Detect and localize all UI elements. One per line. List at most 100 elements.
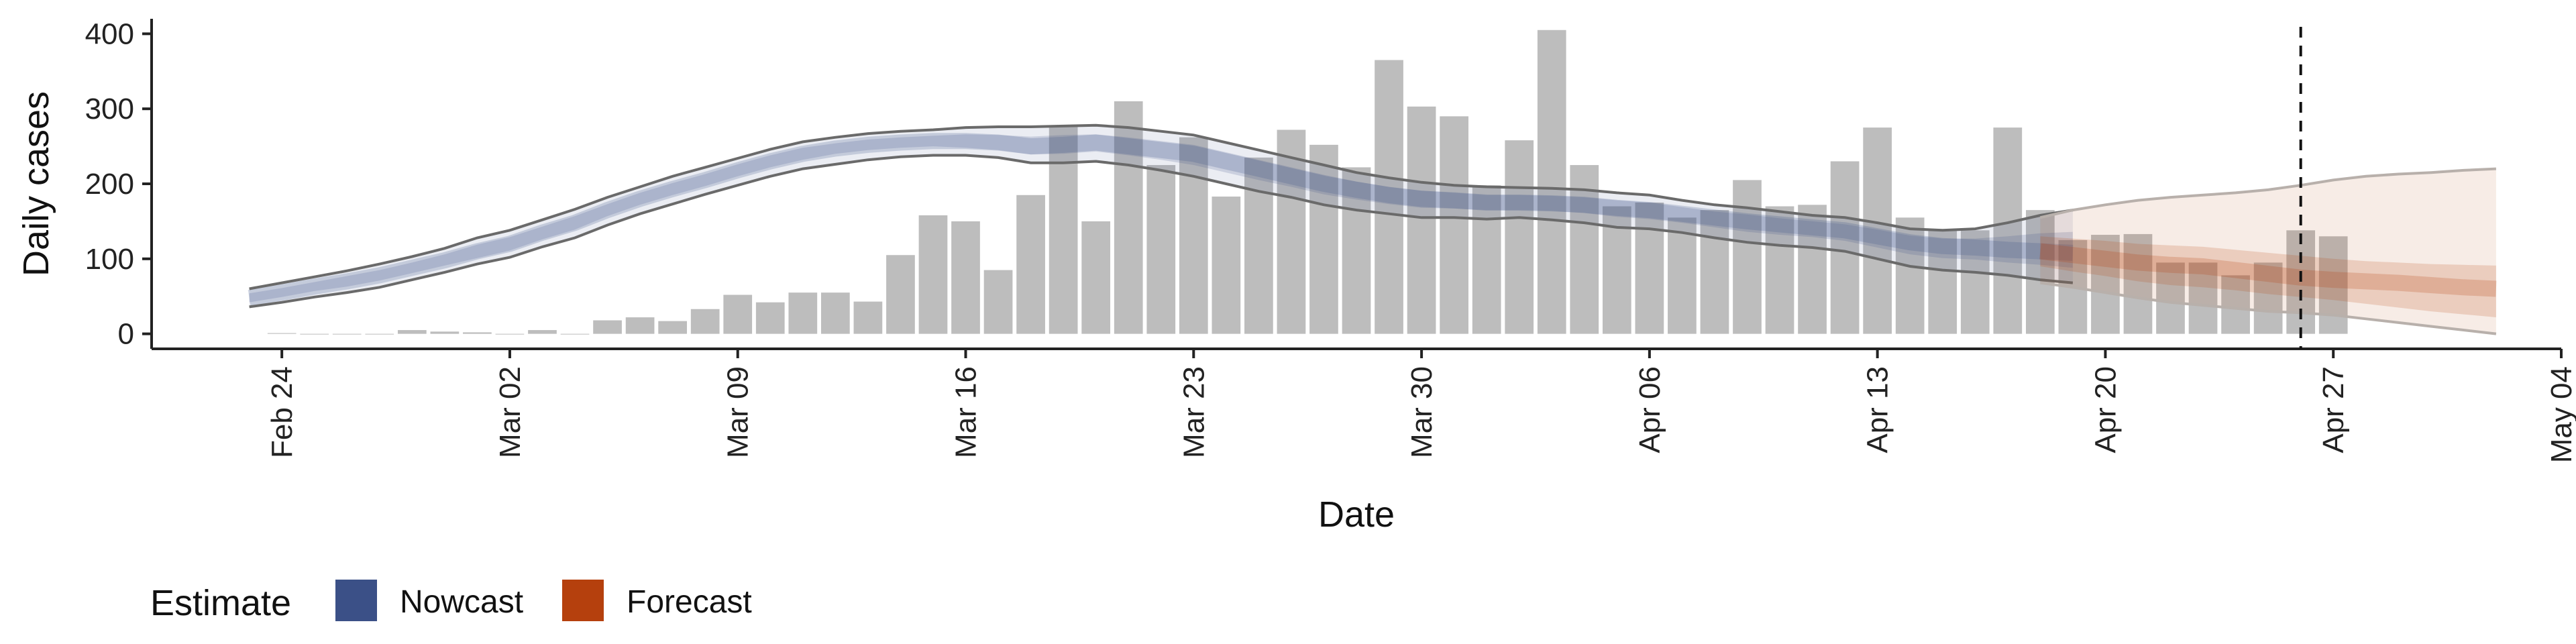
bar: [1928, 230, 1957, 334]
nowcast-lower-bound: [249, 154, 2074, 309]
bar: [560, 333, 590, 335]
x-tick-label: Apr 13: [1862, 366, 1894, 453]
bar: [1960, 230, 1990, 334]
bar: [2091, 235, 2120, 334]
legend-swatch-forecast: [562, 580, 604, 621]
y-tick-label: 400: [85, 17, 134, 50]
bar: [2253, 262, 2283, 334]
bar: [1114, 101, 1143, 334]
forecast-median-line: [2039, 243, 2497, 297]
y-tick-label: 0: [118, 318, 134, 351]
bar: [1016, 195, 1045, 334]
bar: [625, 317, 655, 334]
nowcast-upper-bound: [249, 123, 2074, 290]
bar: [2188, 262, 2218, 334]
bar: [397, 330, 427, 334]
bar: [1179, 137, 1208, 334]
bar: [2156, 262, 2185, 334]
bar: [2318, 236, 2348, 334]
bar: [723, 294, 753, 334]
bar: [853, 301, 883, 334]
legend-label-nowcast: Nowcast: [400, 584, 523, 620]
forecast-upper-bound: [2039, 167, 2496, 219]
bar: [1798, 205, 1827, 334]
bar: [495, 333, 525, 335]
bar: [1635, 202, 1664, 334]
bar: [690, 309, 720, 334]
x-tick-label: Mar 16: [950, 366, 983, 458]
bar: [1700, 210, 1729, 334]
bar: [983, 270, 1013, 334]
bar: [1863, 127, 1892, 334]
bar: [1049, 125, 1078, 334]
x-tick-label: Mar 30: [1405, 366, 1438, 458]
bar: [267, 333, 297, 334]
bar: [528, 330, 557, 334]
y-tick-label: 200: [85, 168, 134, 201]
y-tick-label: 100: [85, 243, 134, 276]
bar: [886, 255, 915, 334]
bar: [1537, 30, 1566, 334]
bar: [300, 333, 329, 335]
bar: [332, 333, 362, 335]
bar: [430, 331, 460, 334]
bar: [658, 321, 688, 334]
x-tick-label: Apr 20: [2089, 366, 2122, 453]
legend-swatch-nowcast: [335, 580, 377, 621]
bar: [463, 332, 492, 334]
bar: [593, 320, 622, 334]
bar: [2221, 275, 2250, 334]
y-axis-title: Daily cases: [16, 91, 56, 276]
bar: [1277, 129, 1306, 334]
bar: [1765, 206, 1794, 334]
nowcast-outer-band: [249, 125, 2073, 307]
legend-label-forecast: Forecast: [627, 584, 752, 620]
bar: [1407, 106, 1436, 334]
x-axis-title: Date: [1318, 494, 1395, 535]
bar: [2025, 210, 2055, 334]
bar: [1472, 185, 1501, 334]
bar: [1309, 144, 1338, 334]
ribbons-layer: [248, 123, 2497, 335]
bar: [1993, 127, 2023, 334]
y-ticks: 0 100 200 300 400: [85, 17, 152, 351]
x-tick-label: Mar 02: [494, 366, 527, 458]
y-tick-label: 300: [85, 93, 134, 125]
nowcast-inner-band: [249, 134, 2073, 303]
bar: [1375, 60, 1403, 334]
legend-title: Estimate: [150, 583, 291, 623]
bar: [1081, 221, 1111, 334]
bar: [2123, 233, 2153, 334]
bar: [1668, 217, 1697, 334]
bar: [788, 292, 818, 334]
legend: Estimate Nowcast Forecast: [150, 580, 752, 623]
x-tick-label: Mar 23: [1177, 366, 1210, 458]
bar: [1505, 140, 1534, 334]
x-ticks: Feb 24 Mar 02 Mar 09 Mar 16 Mar 23 Mar 30 Apr …: [266, 349, 2576, 463]
forecast-lower-bound: [2040, 281, 2497, 335]
x-tick-label: Apr 27: [2317, 366, 2350, 453]
forecast-inner-band: [2040, 236, 2496, 317]
bar: [1895, 217, 1925, 334]
bar: [951, 221, 980, 334]
x-tick-label: Apr 06: [1633, 366, 1666, 453]
bar: [1244, 157, 1273, 334]
bar: [755, 302, 785, 334]
nowcast-median-line: [248, 133, 2074, 306]
forecast-outer-band: [2040, 168, 2496, 334]
bar: [1733, 180, 1762, 334]
x-tick-label: Feb 24: [266, 366, 299, 458]
x-tick-label: Mar 09: [722, 366, 755, 458]
bar: [1570, 165, 1599, 334]
bar: [1342, 167, 1371, 334]
bar: [1440, 116, 1468, 334]
x-tick-label: May 04: [2545, 366, 2576, 463]
bar: [1830, 161, 1860, 334]
bar: [1212, 197, 1241, 334]
bar: [1146, 165, 1176, 334]
bar: [365, 333, 394, 335]
bar: [918, 215, 948, 334]
bar: [820, 292, 850, 334]
bars-layer: [267, 30, 2348, 335]
